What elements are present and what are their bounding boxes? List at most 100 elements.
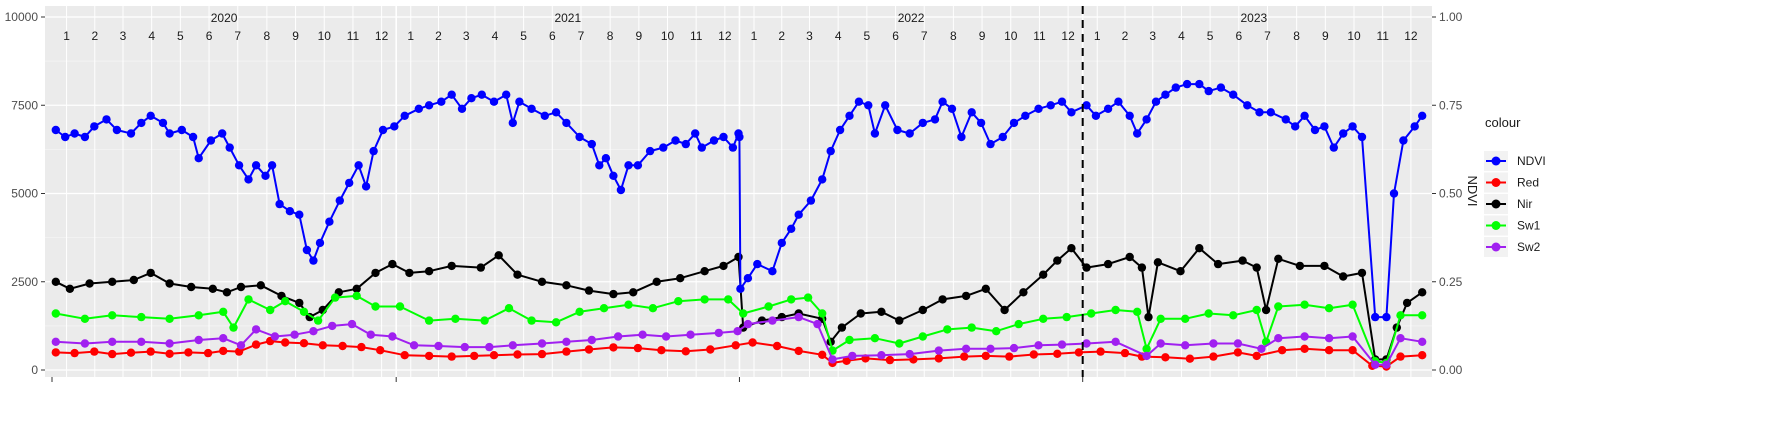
y2-tick-label: 0.50 — [1439, 187, 1463, 201]
month-label: 9 — [1322, 29, 1329, 43]
data-point-ndvi — [146, 111, 155, 121]
data-point-sw2 — [613, 332, 623, 341]
month-label: 10 — [1347, 29, 1361, 43]
data-point-ndvi — [645, 146, 655, 156]
y-tick-label: 10000 — [5, 10, 39, 24]
data-point-red — [1252, 351, 1261, 361]
data-point-ndvi — [1371, 312, 1380, 322]
data-point-sw2 — [848, 351, 857, 361]
data-point-ndvi — [1151, 97, 1161, 106]
data-point-ndvi — [80, 132, 90, 142]
month-label: 12 — [718, 29, 732, 43]
month-label: 1 — [751, 29, 758, 43]
y-tick-label: 0 — [31, 363, 38, 377]
data-point-sw2 — [108, 337, 117, 346]
data-point-sw2 — [366, 330, 375, 339]
year-label: 2021 — [554, 11, 581, 25]
data-point-sw1 — [137, 312, 146, 322]
data-point-red — [400, 351, 409, 360]
data-point-ndvi — [285, 207, 295, 216]
data-point-sw1 — [1156, 314, 1165, 323]
data-point-ndvi — [1171, 83, 1181, 92]
data-point-sw1 — [575, 307, 584, 316]
data-point-nir — [165, 279, 174, 288]
data-point-red — [1348, 346, 1357, 355]
data-point-red — [818, 350, 827, 359]
month-label: 2 — [778, 29, 785, 43]
data-point-nir — [584, 286, 594, 295]
data-point-sw2 — [508, 341, 517, 350]
data-point-red — [1005, 352, 1014, 361]
data-point-red — [748, 338, 757, 347]
data-point-red — [489, 351, 499, 360]
data-point-red — [633, 343, 643, 353]
data-point-ndvi — [1034, 104, 1043, 114]
data-point-ndvi — [1216, 83, 1226, 92]
data-point-ndvi — [177, 125, 186, 135]
data-point-red — [1029, 350, 1039, 359]
data-point-ndvi — [414, 104, 423, 114]
data-point-sw2 — [828, 355, 837, 364]
data-point-ndvi — [165, 129, 174, 138]
data-point-sw1 — [648, 304, 658, 313]
month-label: 2 — [91, 29, 98, 43]
data-point-sw2 — [743, 319, 753, 329]
data-point-nir — [222, 288, 232, 297]
data-point-sw1 — [918, 332, 927, 341]
data-point-ndvi — [1229, 90, 1238, 99]
data-point-ndvi — [309, 256, 318, 265]
y2-axis-title: NDVI — [1465, 175, 1480, 206]
data-point-nir — [51, 277, 60, 286]
data-point-nir — [65, 284, 75, 293]
data-point-ndvi — [1114, 97, 1123, 106]
data-point-ndvi — [1125, 111, 1134, 121]
month-label: 3 — [463, 29, 470, 43]
month-label: 6 — [1235, 29, 1242, 43]
data-point-ndvi — [671, 136, 680, 145]
data-point-sw2 — [1111, 337, 1120, 346]
month-label: 3 — [806, 29, 813, 43]
month-label: 10 — [661, 29, 675, 43]
data-point-ndvi — [1021, 111, 1030, 121]
data-point-sw2 — [1396, 334, 1405, 343]
data-point-red — [1120, 348, 1130, 358]
data-point-red — [562, 347, 571, 356]
data-point-sw1 — [724, 295, 733, 304]
data-point-ndvi — [437, 97, 446, 106]
legend-label-nir: Nir — [1517, 197, 1532, 211]
data-point-ndvi — [1067, 108, 1076, 117]
data-point-sw2 — [1233, 339, 1243, 348]
month-label: 8 — [607, 29, 614, 43]
data-point-sw1 — [451, 314, 460, 323]
data-point-ndvi — [624, 161, 633, 170]
data-point-red — [885, 355, 895, 365]
data-point-nir — [371, 268, 380, 278]
data-point-red — [1300, 344, 1309, 353]
legend-key-point — [1491, 178, 1501, 187]
data-point-sw2 — [638, 330, 647, 339]
y2-tick-label: 0.25 — [1439, 275, 1463, 289]
data-point-ndvi — [158, 118, 168, 128]
data-point-sw1 — [1087, 309, 1096, 318]
data-point-nir — [837, 323, 847, 332]
data-point-ndvi — [806, 196, 816, 205]
data-point-ndvi — [251, 161, 261, 170]
data-point-ndvi — [302, 245, 312, 255]
data-point-ndvi — [1103, 104, 1113, 114]
data-point-sw2 — [768, 316, 777, 325]
data-point-sw2 — [986, 344, 995, 353]
data-point-ndvi — [854, 97, 864, 106]
month-label: 11 — [347, 29, 360, 43]
data-point-sw2 — [1274, 334, 1283, 343]
data-point-sw1 — [845, 335, 854, 345]
legend-label-sw1: Sw1 — [1517, 219, 1541, 233]
legend-label-red: Red — [1517, 176, 1539, 190]
data-point-red — [731, 341, 740, 350]
data-point-ndvi — [1142, 115, 1151, 124]
data-point-nir — [108, 277, 117, 286]
data-point-ndvi — [1046, 101, 1055, 110]
data-point-ndvi — [378, 125, 388, 135]
data-point-ndvi — [225, 143, 234, 152]
data-point-ndvi — [957, 132, 966, 142]
data-point-sw1 — [551, 318, 561, 327]
